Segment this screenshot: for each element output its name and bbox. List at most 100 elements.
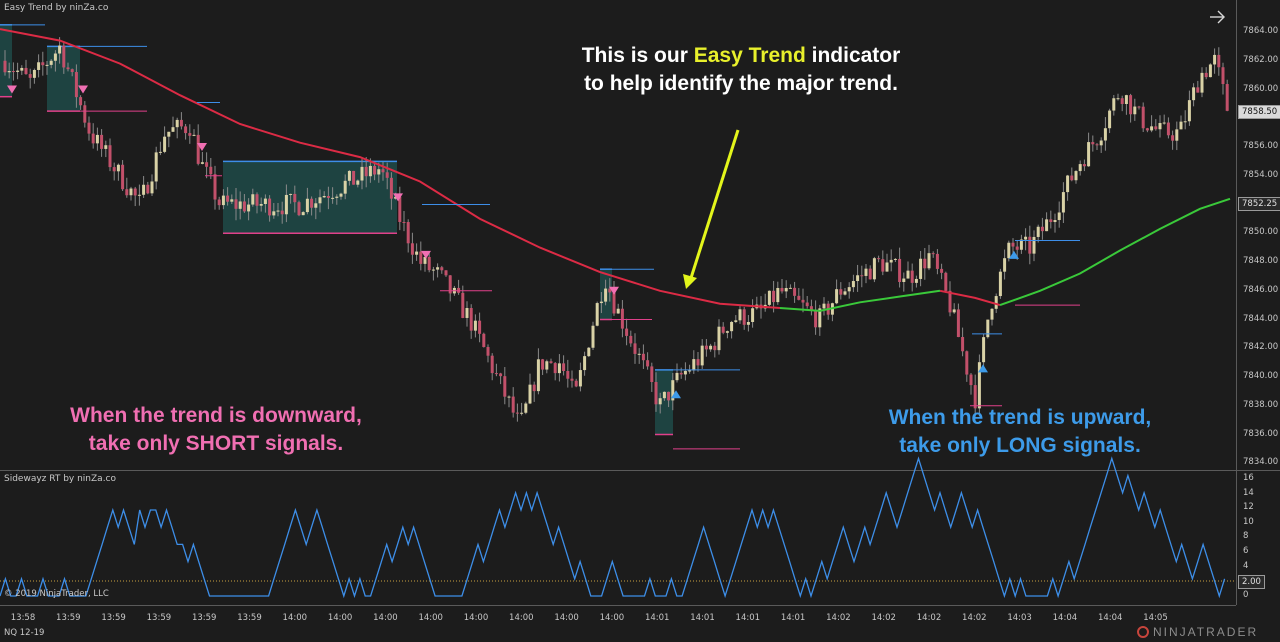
candle-body [360, 166, 364, 181]
time-tick: 14:00 [373, 613, 398, 623]
instrument-label: NQ 12-19 [4, 628, 45, 638]
candle-body [352, 170, 356, 185]
candle-body [83, 105, 87, 123]
candle-body [1045, 219, 1049, 232]
candle-body [419, 251, 423, 264]
price-tick: 7862.00 [1243, 54, 1279, 65]
up-line-1: When the trend is upward, [888, 406, 1152, 429]
ninjatrader-logo: NINJATRADER [1137, 625, 1258, 639]
candle-body [1208, 64, 1212, 78]
candle-body [1162, 122, 1166, 124]
candle-body [398, 196, 402, 222]
candle-body [914, 278, 918, 283]
candle-body [66, 67, 70, 70]
candle-body [1120, 98, 1124, 104]
candle-body [696, 359, 700, 366]
candle-body [1103, 128, 1107, 141]
candle-body [646, 360, 650, 367]
candle-body [167, 131, 171, 137]
candle-body [1124, 95, 1128, 104]
title-highlight: Easy Trend [693, 44, 806, 67]
candle-body [1095, 144, 1099, 146]
candle-body [347, 170, 351, 181]
candle-body [545, 361, 549, 370]
indicator-tick: 6 [1243, 546, 1249, 556]
candle-body [436, 267, 440, 270]
candle-body [444, 270, 448, 276]
candle-body [284, 194, 288, 215]
candle-body [87, 122, 91, 134]
short-signal-marker [609, 286, 619, 295]
candle-body [427, 256, 431, 271]
long-signal-marker [1009, 250, 1019, 259]
candle-body [679, 372, 683, 375]
candle-body [814, 310, 818, 328]
time-tick: 14:04 [1097, 613, 1123, 623]
candle-body [289, 193, 293, 195]
candle-body [1187, 100, 1191, 122]
candle-body [898, 258, 902, 283]
candle-body [45, 64, 49, 66]
indicator-tick: 10 [1243, 516, 1254, 527]
candle-body [226, 195, 230, 202]
candle-body [599, 301, 603, 304]
candle-body [263, 198, 267, 205]
candle-body [49, 60, 53, 65]
candle-body [1133, 106, 1137, 115]
candle-body [482, 333, 486, 348]
candle-body [326, 196, 330, 198]
candle-body [305, 198, 309, 213]
candle-body [402, 221, 406, 223]
candle-body [948, 290, 952, 313]
candle-body [1225, 84, 1229, 111]
candle-body [709, 345, 713, 350]
candle-body [923, 258, 927, 269]
candle-body [1070, 175, 1074, 181]
price-tick: 7846.00 [1243, 284, 1279, 295]
candle-body [704, 345, 708, 350]
candle-body [893, 258, 897, 260]
candle-body [683, 370, 687, 375]
candle-body [490, 355, 494, 374]
short-signal-marker [78, 85, 88, 94]
candle-body [461, 292, 465, 318]
candle-body [259, 204, 263, 206]
candle-body [616, 308, 620, 314]
candle-body [620, 308, 624, 329]
candle-body [536, 359, 540, 392]
candle-body [1145, 128, 1149, 131]
candle-body [171, 127, 175, 132]
candle-body [1032, 236, 1036, 254]
candle-body [927, 253, 931, 269]
candle-body [944, 272, 948, 291]
candle-body [583, 356, 587, 371]
candle-body [24, 67, 28, 75]
candle-body [95, 134, 99, 144]
candle-body [196, 134, 200, 164]
candle-body [843, 291, 847, 295]
candle-body [1112, 98, 1116, 111]
candle-body [713, 345, 717, 351]
candle-body [1175, 129, 1179, 141]
candle-body [570, 378, 574, 381]
short-signal-marker [197, 143, 207, 151]
candle-body [566, 371, 570, 379]
candle-body [385, 172, 389, 178]
candle-body [851, 281, 855, 288]
candle-body [629, 335, 633, 344]
candle-body [1179, 121, 1183, 130]
up-line-2: take only LONG signals. [899, 434, 1141, 457]
time-tick: 13:59 [146, 613, 172, 623]
candle-body [776, 287, 780, 303]
candle-body [982, 337, 986, 363]
candle-body [524, 403, 528, 413]
price-tick: 7840.00 [1243, 371, 1279, 381]
price-tick: 7850.00 [1243, 227, 1279, 238]
candle-body [62, 45, 66, 68]
time-tick: 14:00 [554, 613, 579, 623]
arrow-right-icon[interactable] [1210, 10, 1225, 24]
candle-body [192, 134, 196, 136]
candle-body [902, 278, 906, 283]
title-line-1: This is our Easy Trend indicator [546, 42, 936, 70]
threshold-badge: 2.00 [1238, 575, 1265, 589]
